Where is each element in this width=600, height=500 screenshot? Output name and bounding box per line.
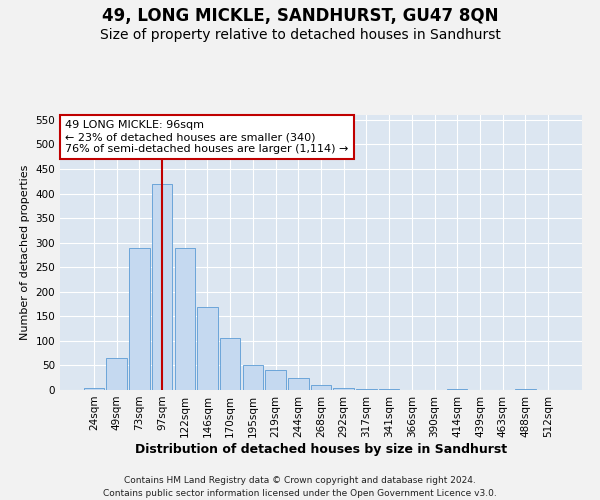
Bar xyxy=(334,388,354,390)
Bar xyxy=(197,306,218,390)
Bar xyxy=(175,248,195,390)
Bar xyxy=(106,358,127,390)
Bar xyxy=(311,385,331,390)
Bar xyxy=(129,248,149,390)
Text: 49, LONG MICKLE, SANDHURST, GU47 8QN: 49, LONG MICKLE, SANDHURST, GU47 8QN xyxy=(102,8,498,26)
Y-axis label: Number of detached properties: Number of detached properties xyxy=(20,165,30,340)
Bar xyxy=(356,388,377,390)
Bar xyxy=(220,338,241,390)
Bar xyxy=(242,366,263,390)
Bar xyxy=(515,389,536,390)
Bar xyxy=(447,389,467,390)
Text: Size of property relative to detached houses in Sandhurst: Size of property relative to detached ho… xyxy=(100,28,500,42)
Bar xyxy=(152,184,172,390)
Text: Contains HM Land Registry data © Crown copyright and database right 2024.
Contai: Contains HM Land Registry data © Crown c… xyxy=(103,476,497,498)
Bar xyxy=(379,389,400,390)
Text: 49 LONG MICKLE: 96sqm
← 23% of detached houses are smaller (340)
76% of semi-det: 49 LONG MICKLE: 96sqm ← 23% of detached … xyxy=(65,120,349,154)
Bar xyxy=(265,370,286,390)
Bar xyxy=(288,378,308,390)
Bar xyxy=(84,388,104,390)
Text: Distribution of detached houses by size in Sandhurst: Distribution of detached houses by size … xyxy=(135,442,507,456)
